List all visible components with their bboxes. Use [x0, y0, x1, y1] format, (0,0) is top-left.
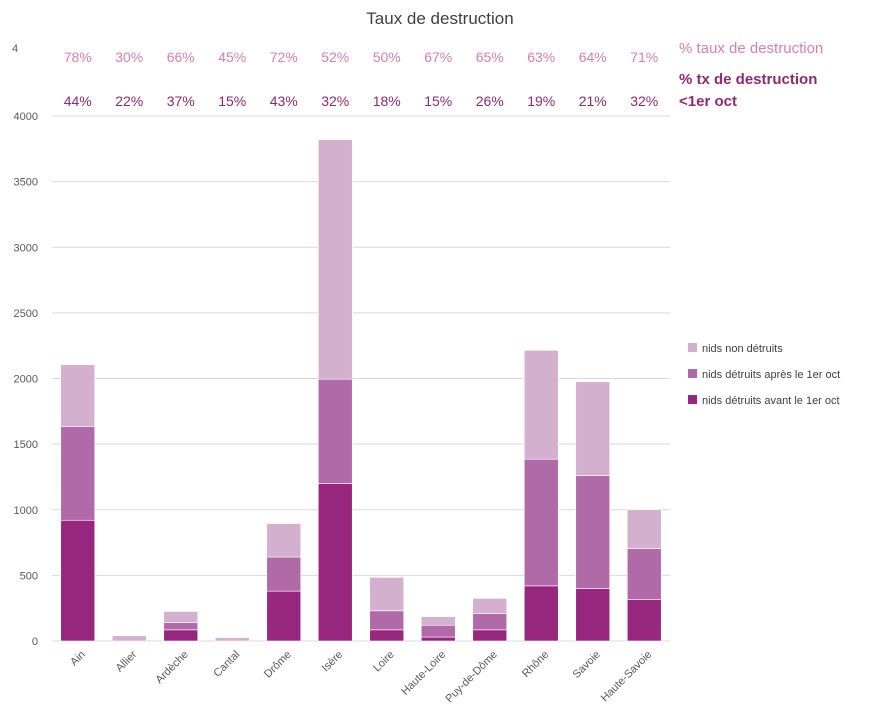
annotation-value: 37% — [167, 93, 195, 109]
bar-segment — [60, 519, 96, 642]
x-axis: Ain Allier Ardèche Cantal Drôme Isère Loire Hau… — [68, 648, 654, 705]
bar-segment — [163, 622, 199, 631]
x-tick-label: Savoie — [571, 649, 603, 681]
annotation-value: 44% — [64, 93, 92, 109]
bar-segment — [214, 637, 250, 642]
y-tick-label: 3000 — [14, 242, 38, 254]
x-tick-label: Haute-Loire — [399, 649, 448, 698]
x-tick-label: Drôme — [262, 649, 294, 681]
bar-segment — [266, 556, 302, 592]
stray-label: 4 — [12, 43, 18, 55]
annotation-value: 15% — [424, 93, 452, 109]
annotation-value: 18% — [373, 93, 401, 109]
y-tick-label: 1000 — [14, 505, 38, 517]
annotation-value: 30% — [115, 49, 143, 65]
bar-segment — [163, 611, 199, 623]
y-tick-label: 2500 — [14, 308, 38, 320]
annotation-value: 32% — [321, 93, 349, 109]
x-tick-label: Ain — [68, 649, 88, 669]
bar-segment — [369, 610, 405, 631]
bar-segment — [369, 629, 405, 642]
bar-segment — [317, 483, 353, 642]
legend-label: nids détruits après le 1er oct — [702, 369, 840, 381]
bar-segment — [163, 629, 199, 642]
y-axis: 0 500 1000 1500 2000 2500 3000 3500 4000 — [14, 111, 38, 648]
bar-segment — [266, 523, 302, 558]
annotation-value: 67% — [424, 49, 452, 65]
y-tick-label: 0 — [32, 636, 38, 648]
annotation-value: 52% — [321, 49, 349, 65]
bar-segment — [420, 636, 456, 642]
bar-segment — [420, 616, 456, 626]
bar-segment — [369, 577, 405, 612]
y-tick-label: 500 — [20, 570, 38, 582]
legend: nids non détruits nids détruits après le … — [688, 343, 840, 407]
y-tick-label: 3500 — [14, 177, 38, 189]
bar-segment — [266, 590, 302, 642]
x-tick-label: Allier — [114, 648, 140, 674]
bar-segment — [60, 426, 96, 521]
annotation-row-label: <1er oct — [679, 93, 737, 110]
bar-segment — [575, 475, 611, 589]
legend-label: nids détruits avant le 1er oct — [702, 395, 840, 407]
annotation-value: 63% — [527, 49, 555, 65]
annotation-value: 19% — [527, 93, 555, 109]
bar-segment — [317, 139, 353, 380]
legend-swatch — [688, 343, 697, 352]
bar-segment — [523, 458, 559, 587]
annotation-value: 21% — [579, 93, 607, 109]
annotation-value: 72% — [270, 49, 298, 65]
bar-segment — [472, 629, 508, 642]
annotation-value: 64% — [579, 49, 607, 65]
legend-label: nids non détruits — [702, 343, 783, 355]
annotation-rows: 78% 30% 66% 45% 72% 52% 50% 67% 65% 63% 64% 71% % ta… — [64, 40, 824, 110]
x-tick-label: Isère — [320, 649, 346, 675]
annotation-value: 71% — [630, 49, 658, 65]
bar-segment — [420, 624, 456, 638]
legend-swatch — [688, 369, 697, 378]
y-tick-label: 1500 — [14, 439, 38, 451]
annotation-value: 43% — [270, 93, 298, 109]
bar-segment — [60, 364, 96, 427]
x-tick-label: Puy-de-Dôme — [443, 649, 499, 705]
y-tick-label: 4000 — [14, 111, 38, 123]
bar-segment — [472, 613, 508, 631]
annotation-value: 26% — [476, 93, 504, 109]
annotation-value: 66% — [167, 49, 195, 65]
bar-segment — [317, 378, 353, 484]
legend-swatch — [688, 395, 697, 404]
bar-segment — [575, 588, 611, 642]
bar-segment — [523, 349, 559, 460]
annotation-value: 15% — [218, 93, 246, 109]
x-tick-label: Ardèche — [153, 649, 190, 686]
bar-segment — [626, 599, 662, 642]
x-tick-label: Haute-Savoie — [599, 649, 655, 705]
bar-segment — [575, 381, 611, 476]
gridlines — [52, 115, 670, 642]
annotation-row-label: % taux de destruction — [679, 40, 823, 57]
annotation-value: 65% — [476, 49, 504, 65]
bar-segment — [626, 509, 662, 549]
x-tick-label: Loire — [371, 649, 397, 675]
x-tick-label: Cantal — [211, 649, 242, 680]
bar-segment — [523, 585, 559, 642]
annotation-value: 78% — [64, 49, 92, 65]
annotation-value: 22% — [115, 93, 143, 109]
annotation-value: 45% — [218, 49, 246, 65]
bar-segment — [472, 598, 508, 614]
bar-segment — [111, 635, 147, 642]
x-tick-label: Rhône — [520, 649, 551, 680]
bars — [60, 139, 662, 642]
bar-segment — [626, 548, 662, 600]
annotation-value: 32% — [630, 93, 658, 109]
chart-title: Taux de destruction — [366, 9, 513, 28]
y-tick-label: 2000 — [14, 374, 38, 386]
annotation-value: 50% — [373, 49, 401, 65]
annotation-row-label: % tx de destruction — [679, 71, 817, 88]
